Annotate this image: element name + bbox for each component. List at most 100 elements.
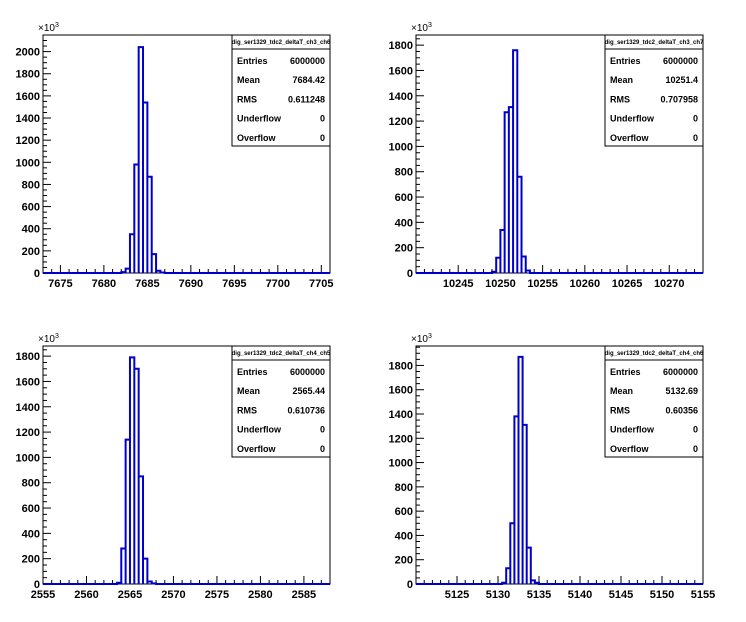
- y-tick-label: 400: [22, 528, 40, 540]
- y-tick-label: 600: [22, 202, 40, 214]
- x-tick-label: 5135: [527, 589, 551, 601]
- x-tick-label: 2560: [74, 589, 98, 601]
- stat-value: 0: [320, 425, 325, 435]
- stat-value: 0: [320, 444, 325, 454]
- x-tick-label: 7685: [135, 278, 159, 290]
- x-tick-label: 2585: [292, 589, 316, 601]
- histogram-outline: [43, 356, 330, 585]
- y-tick-label: 1800: [389, 360, 413, 372]
- y-tick-label: 0: [34, 579, 40, 591]
- y-tick-label: 0: [34, 268, 40, 280]
- y-tick-label: 1200: [16, 135, 40, 147]
- stat-value: 5132.69: [665, 386, 698, 396]
- y-tick-label: 1000: [16, 452, 40, 464]
- stat-value: 6000000: [290, 367, 325, 377]
- y-tick-label: 200: [22, 554, 40, 566]
- stat-label: Entries: [610, 367, 641, 377]
- y-tick-label: 1400: [389, 409, 413, 421]
- x-tick-label: 7680: [92, 278, 116, 290]
- x-tick-label: 7695: [222, 278, 246, 290]
- y-tick-label: 1000: [389, 458, 413, 470]
- stat-label: Overflow: [237, 444, 277, 454]
- x-tick-label: 5130: [486, 589, 510, 601]
- stats-box: [604, 34, 704, 147]
- y-tick-label: 400: [22, 224, 40, 236]
- stat-label: Underflow: [610, 114, 655, 124]
- stat-label: Overflow: [237, 133, 277, 143]
- y-tick-label: 800: [395, 167, 413, 179]
- histogram-outline: [416, 49, 703, 274]
- x-tick-label: 10260: [570, 278, 601, 290]
- x-tick-label: 2555: [31, 589, 55, 601]
- y-tick-label: 0: [407, 579, 413, 591]
- y-axis-exponent-power: 3: [428, 333, 432, 340]
- y-tick-label: 1600: [16, 376, 40, 388]
- stat-value: 0: [693, 425, 698, 435]
- y-tick-label: 0: [407, 268, 413, 280]
- stat-value: 0.707958: [660, 94, 698, 104]
- y-tick-label: 400: [395, 217, 413, 229]
- histogram-outline: [43, 46, 330, 274]
- stat-label: Underflow: [237, 425, 282, 435]
- y-tick-label: 1600: [389, 65, 413, 77]
- x-tick-label: 5150: [650, 589, 674, 601]
- stat-label: Underflow: [237, 114, 282, 124]
- x-tick-label: 10255: [527, 278, 558, 290]
- stat-value: 0: [693, 133, 698, 143]
- y-tick-label: 200: [395, 243, 413, 255]
- y-tick-label: 200: [395, 555, 413, 567]
- x-tick-label: 5140: [568, 589, 592, 601]
- x-tick-label: 7700: [266, 278, 290, 290]
- y-tick-label: 1400: [16, 402, 40, 414]
- stat-value: 0.60356: [665, 405, 698, 415]
- stat-label: Entries: [237, 56, 268, 66]
- stat-label: Entries: [610, 56, 641, 66]
- stat-label: RMS: [610, 94, 630, 104]
- y-axis-exponent: ×103: [411, 333, 432, 345]
- histogram-panel-2: ×103 0 200 400 600 800 1000 1200 1400 1600 1800 102…: [389, 22, 705, 290]
- x-tick-label: 2580: [248, 589, 272, 601]
- y-tick-label: 600: [395, 192, 413, 204]
- stats-title: dig_ser1329_tdc2_deltaT_ch3_ch7: [605, 40, 704, 46]
- stat-value: 6000000: [290, 56, 325, 66]
- stat-value: 0: [693, 114, 698, 124]
- histogram-outline: [416, 355, 703, 585]
- stat-value: 0.611248: [288, 94, 325, 104]
- x-tick-label: 5125: [445, 589, 469, 601]
- histogram-panel-4: ×103 0 200 400 600 800 1000 1200 1400 1600 1800 512…: [389, 333, 716, 601]
- y-tick-label: 1000: [389, 141, 413, 153]
- stat-label: Mean: [610, 386, 633, 396]
- stats-title: dig_ser1329_tdc2_deltaT_ch4_ch5: [232, 351, 331, 357]
- x-tick-label: 7705: [309, 278, 333, 290]
- stats-box: [231, 345, 331, 458]
- stat-label: Overflow: [610, 444, 650, 454]
- stats-box: [231, 34, 331, 147]
- stat-label: Mean: [237, 75, 260, 85]
- x-tick-label: 2575: [205, 589, 229, 601]
- y-tick-label: 1600: [389, 385, 413, 397]
- stat-label: Underflow: [610, 425, 655, 435]
- stat-label: Overflow: [610, 133, 650, 143]
- stat-label: RMS: [237, 94, 257, 104]
- stat-label: RMS: [237, 405, 257, 415]
- stat-value: 7684.42: [292, 75, 325, 85]
- x-tick-label: 7675: [48, 278, 72, 290]
- y-tick-label: 400: [395, 530, 413, 542]
- stat-value: 6000000: [663, 56, 698, 66]
- x-tick-label: 2570: [161, 589, 185, 601]
- y-axis-exponent: ×103: [411, 22, 432, 34]
- x-tick-label: 5155: [691, 589, 715, 601]
- y-tick-label: 800: [22, 478, 40, 490]
- stats-box: [604, 345, 704, 458]
- y-tick-label: 1400: [389, 91, 413, 103]
- y-tick-label: 1200: [389, 116, 413, 128]
- y-tick-label: 1600: [16, 91, 40, 103]
- y-tick-label: 1800: [16, 69, 40, 81]
- x-tick-label: 5145: [609, 589, 633, 601]
- y-axis-exponent: ×103: [38, 22, 59, 34]
- x-tick-label: 10265: [612, 278, 643, 290]
- y-tick-label: 2000: [16, 47, 40, 59]
- stats-title: dig_ser1329_tdc2_deltaT_ch3_ch6: [232, 40, 331, 46]
- x-tick-label: 2565: [118, 589, 142, 601]
